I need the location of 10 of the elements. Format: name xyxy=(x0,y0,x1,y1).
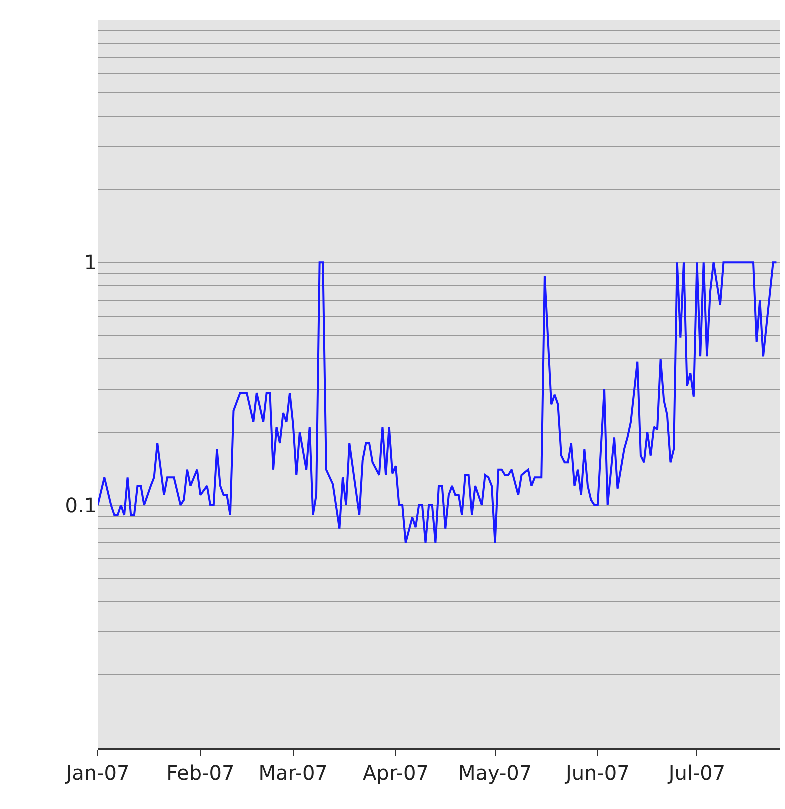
x-tick-label: Jun-07 xyxy=(564,761,630,785)
x-tick-label: May-07 xyxy=(458,761,532,785)
x-tick-label: Mar-07 xyxy=(258,761,328,785)
y-tick-label: 1 xyxy=(84,250,97,275)
x-tick-label: Jul-07 xyxy=(666,761,726,785)
x-tick-label: Apr-07 xyxy=(362,761,429,785)
x-tick-label: Feb-07 xyxy=(166,761,235,785)
line-series xyxy=(98,262,778,544)
x-tick-label: Jan-07 xyxy=(64,761,130,785)
y-tick-label: 0.1 xyxy=(65,493,97,518)
